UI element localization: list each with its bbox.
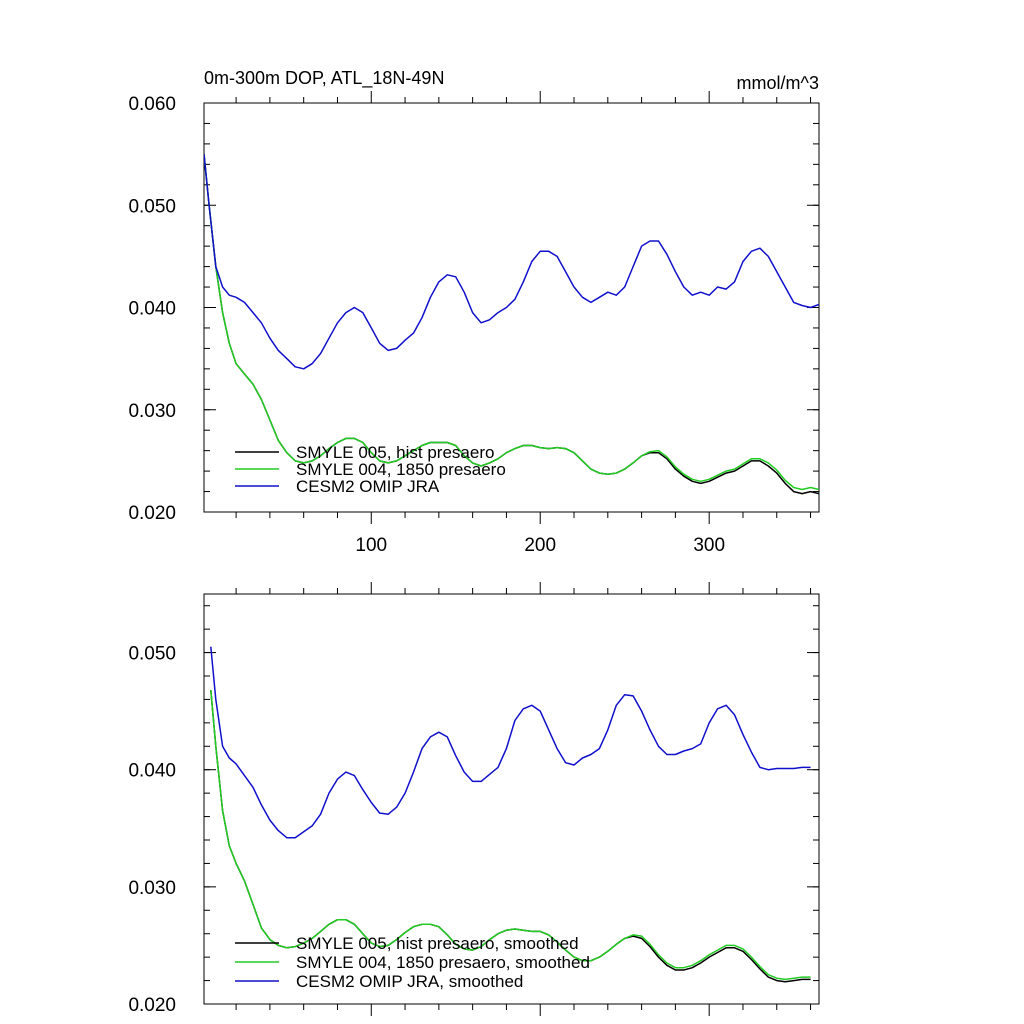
series-group <box>204 154 819 495</box>
series-line <box>210 690 811 981</box>
legend-label: SMYLE 005, hist presaero, smoothed <box>296 934 579 953</box>
y-tick-label: 0.050 <box>128 196 176 217</box>
y-tick-label: 0.020 <box>128 995 176 1016</box>
series-line <box>204 154 819 491</box>
legend-label: CESM2 OMIP JRA <box>296 477 440 496</box>
bottom-panel: 0.020 0.030 0.040 0.050 SMYLE 005, hist pres… <box>128 582 820 1016</box>
legend-label: SMYLE 004, 1850 presaero <box>296 460 506 479</box>
series-line <box>210 646 811 839</box>
top-panel: 0.020 0.030 0.040 0.050 0.060 100 200 300 SMYLE … <box>128 68 820 556</box>
chart-title: 0m-300m DOP, ATL_18N-49N <box>204 68 444 89</box>
x-tick-label: 300 <box>693 535 725 556</box>
x-tick-label: 100 <box>355 535 387 556</box>
legend-label: SMYLE 005, hist presaero <box>296 443 494 462</box>
legend-label: SMYLE 004, 1850 presaero, smoothed <box>296 953 590 972</box>
y-tick-label: 0.030 <box>128 878 176 899</box>
series-line <box>204 154 819 370</box>
legend-label: CESM2 OMIP JRA, smoothed <box>296 972 523 991</box>
legend: SMYLE 005, hist presaero, smoothedSMYLE … <box>235 934 590 991</box>
y-tick-label: 0.040 <box>128 761 176 782</box>
y-tick-label: 0.020 <box>128 503 176 524</box>
plot-frame <box>203 593 820 1005</box>
y-tick-label: 0.030 <box>128 401 176 422</box>
units-label: mmol/m^3 <box>737 73 819 93</box>
x-tick-label: 200 <box>524 535 556 556</box>
y-tick-label: 0.040 <box>128 299 176 320</box>
y-tick-label: 0.060 <box>128 94 176 115</box>
series-group <box>210 646 811 983</box>
y-tick-label: 0.050 <box>128 644 176 665</box>
